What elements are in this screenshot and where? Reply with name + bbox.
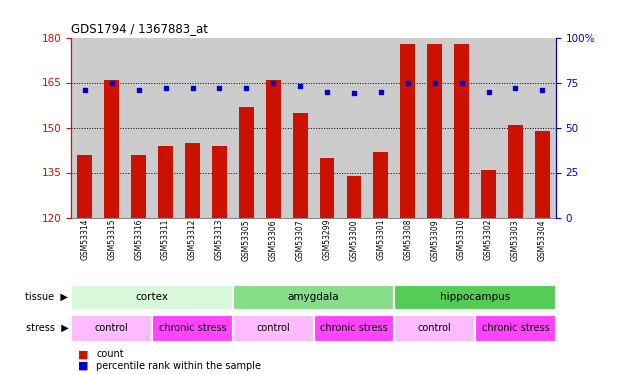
Bar (475, 315, 556, 342)
Bar (185, 142, 200, 218)
Text: ■: ■ (78, 361, 88, 370)
Text: control: control (95, 323, 129, 333)
Bar (233, 285, 394, 310)
Text: chronic stress: chronic stress (158, 323, 227, 333)
Bar (314, 315, 394, 342)
Text: count: count (96, 350, 124, 359)
Bar (508, 124, 523, 217)
Text: hippocampus: hippocampus (440, 292, 510, 302)
Bar (71, 285, 233, 310)
Bar (266, 80, 281, 218)
Text: chronic stress: chronic stress (320, 323, 388, 333)
Bar (158, 146, 173, 218)
Text: stress  ▶: stress ▶ (25, 323, 68, 333)
Text: control: control (256, 323, 290, 333)
Bar (535, 130, 550, 218)
Bar (320, 158, 335, 218)
Bar (401, 44, 415, 218)
Bar (152, 315, 233, 342)
Bar (394, 315, 475, 342)
Text: GDS1794 / 1367883_at: GDS1794 / 1367883_at (71, 22, 209, 35)
Text: percentile rank within the sample: percentile rank within the sample (96, 361, 261, 370)
Bar (454, 44, 469, 218)
Text: cortex: cortex (135, 292, 169, 302)
Text: tissue  ▶: tissue ▶ (25, 292, 68, 302)
Bar (347, 176, 361, 217)
Bar (131, 154, 146, 218)
Text: ■: ■ (78, 350, 88, 359)
Bar (427, 44, 442, 218)
Bar (78, 154, 93, 218)
Bar (212, 146, 227, 218)
Bar (71, 315, 152, 342)
Text: control: control (418, 323, 451, 333)
Bar (373, 152, 388, 217)
Bar (481, 170, 496, 217)
Bar (104, 80, 119, 218)
Bar (394, 285, 556, 310)
Text: amygdala: amygdala (288, 292, 340, 302)
Bar (239, 106, 254, 218)
Bar (292, 112, 307, 218)
Text: chronic stress: chronic stress (481, 323, 550, 333)
Bar (233, 315, 314, 342)
